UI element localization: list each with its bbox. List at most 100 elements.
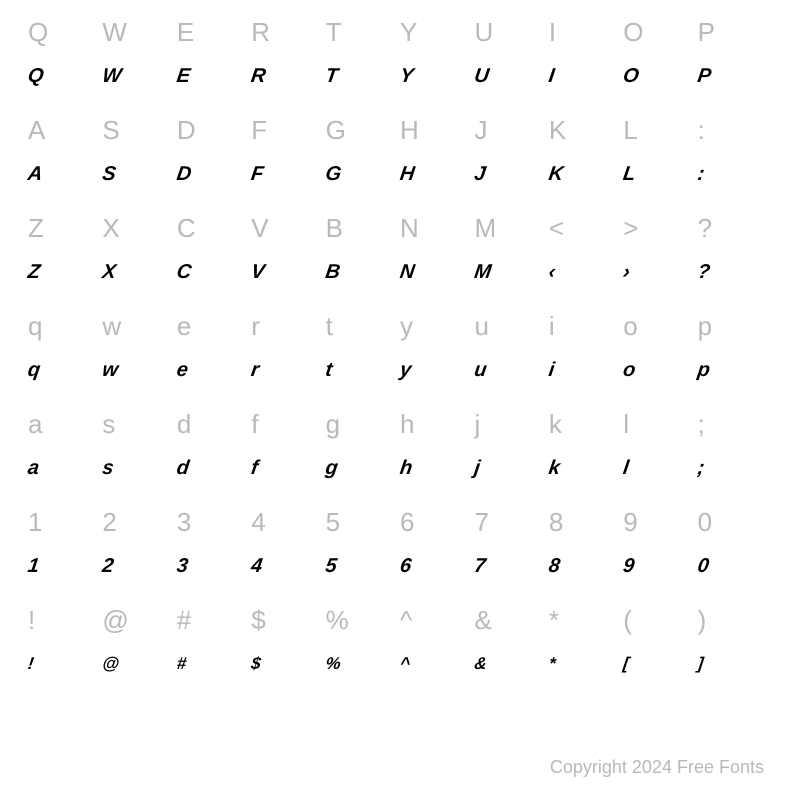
glyph-cell: ? xyxy=(696,261,774,284)
glyph-cell: & xyxy=(474,605,548,636)
glyph-cell: 8 xyxy=(547,555,625,578)
glyph-cell: l xyxy=(623,409,697,440)
glyph-cell: y xyxy=(400,311,474,342)
glyph-cell: 4 xyxy=(250,555,328,578)
glyph-cell: Y xyxy=(398,65,476,88)
glyph-cell: K xyxy=(549,115,623,146)
glyph-cell: 2 xyxy=(102,507,176,538)
glyph-cell: L xyxy=(623,115,697,146)
glyph-cell: o xyxy=(623,311,697,342)
glyph-cell: Y xyxy=(400,17,474,48)
glyph-cell: t xyxy=(326,311,400,342)
glyph-cell: Z xyxy=(28,213,102,244)
glyph-cell: X xyxy=(102,213,176,244)
glyph-cell: g xyxy=(326,409,400,440)
glyph-cell: 2 xyxy=(101,555,179,578)
row-spacer xyxy=(28,490,772,500)
glyph-cell: I xyxy=(547,65,625,88)
glyph-cell: * xyxy=(547,654,624,674)
glyph-cell: ! xyxy=(28,605,102,636)
glyph-cell: 1 xyxy=(28,507,102,538)
glyph-cell: E xyxy=(175,65,253,88)
glyph-cell: w xyxy=(102,311,176,342)
glyph-cell: 5 xyxy=(326,507,400,538)
glyph-cell: G xyxy=(326,115,400,146)
reference-row: QWERTYUIOP xyxy=(28,10,772,54)
glyph-cell: w xyxy=(101,359,179,382)
glyph-cell: 8 xyxy=(549,507,623,538)
glyph-cell: Q xyxy=(28,17,102,48)
glyph-cell: f xyxy=(250,457,328,480)
glyph-cell: J xyxy=(474,115,548,146)
sample-row: asdfghjkl; xyxy=(25,446,775,490)
glyph-cell: s xyxy=(101,457,179,480)
sample-row: 1234567890 xyxy=(25,544,775,588)
glyph-cell: R xyxy=(250,65,328,88)
glyph-cell: * xyxy=(549,605,623,636)
glyph-cell: › xyxy=(622,261,700,284)
glyph-cell: [ xyxy=(622,654,699,674)
sample-row: QWERTYUIOP xyxy=(25,54,775,98)
glyph-cell: k xyxy=(549,409,623,440)
glyph-cell: ^ xyxy=(400,605,474,636)
glyph-cell: W xyxy=(101,65,179,88)
glyph-cell: F xyxy=(251,115,325,146)
font-character-map: QWERTYUIOPQWERTYUIOPASDFGHJKL:ASDFGHJKL:… xyxy=(0,0,800,696)
glyph-cell: 9 xyxy=(623,507,697,538)
reference-row: 1234567890 xyxy=(28,500,772,544)
glyph-cell: E xyxy=(177,17,251,48)
glyph-cell: F xyxy=(250,163,328,186)
glyph-cell: ‹ xyxy=(547,261,625,284)
glyph-cell: r xyxy=(250,359,328,382)
glyph-cell: q xyxy=(28,311,102,342)
glyph-cell: f xyxy=(251,409,325,440)
glyph-cell: ^ xyxy=(399,654,476,674)
glyph-cell: l xyxy=(622,457,700,480)
glyph-cell: u xyxy=(474,311,548,342)
glyph-cell: 3 xyxy=(177,507,251,538)
glyph-cell: & xyxy=(473,654,550,674)
glyph-cell: W xyxy=(102,17,176,48)
sample-row: !@#$%^&*[] xyxy=(25,642,775,686)
glyph-cell: 5 xyxy=(324,555,402,578)
glyph-cell: s xyxy=(102,409,176,440)
glyph-cell: h xyxy=(400,409,474,440)
row-spacer xyxy=(28,196,772,206)
copyright-text: Copyright 2024 Free Fonts xyxy=(550,757,764,778)
row-spacer xyxy=(28,392,772,402)
glyph-cell: ; xyxy=(696,457,774,480)
glyph-cell: M xyxy=(474,213,548,244)
glyph-cell: g xyxy=(324,457,402,480)
glyph-cell: 7 xyxy=(473,555,551,578)
glyph-cell: e xyxy=(177,311,251,342)
glyph-cell: 4 xyxy=(251,507,325,538)
glyph-cell: L xyxy=(622,163,700,186)
glyph-cell: a xyxy=(26,457,104,480)
glyph-cell: 7 xyxy=(474,507,548,538)
glyph-cell: p xyxy=(698,311,772,342)
glyph-cell: @ xyxy=(101,654,178,674)
glyph-cell: S xyxy=(101,163,179,186)
glyph-cell: # xyxy=(175,654,252,674)
glyph-cell: Z xyxy=(26,261,104,284)
glyph-cell: e xyxy=(175,359,253,382)
row-spacer xyxy=(28,686,772,696)
glyph-cell: @ xyxy=(102,605,176,636)
glyph-cell: % xyxy=(324,654,401,674)
glyph-cell: V xyxy=(250,261,328,284)
glyph-cell: u xyxy=(473,359,551,382)
glyph-cell: : xyxy=(698,115,772,146)
sample-row: ZXCVBNM‹›? xyxy=(25,250,775,294)
glyph-cell: 0 xyxy=(698,507,772,538)
glyph-cell: < xyxy=(549,213,623,244)
glyph-cell: 9 xyxy=(622,555,700,578)
glyph-cell: R xyxy=(251,17,325,48)
glyph-cell: o xyxy=(622,359,700,382)
glyph-cell: I xyxy=(549,17,623,48)
glyph-cell: : xyxy=(696,163,774,186)
glyph-cell: B xyxy=(326,213,400,244)
glyph-cell: U xyxy=(473,65,551,88)
glyph-cell: C xyxy=(175,261,253,284)
glyph-cell: 1 xyxy=(26,555,104,578)
reference-row: asdfghjkl; xyxy=(28,402,772,446)
